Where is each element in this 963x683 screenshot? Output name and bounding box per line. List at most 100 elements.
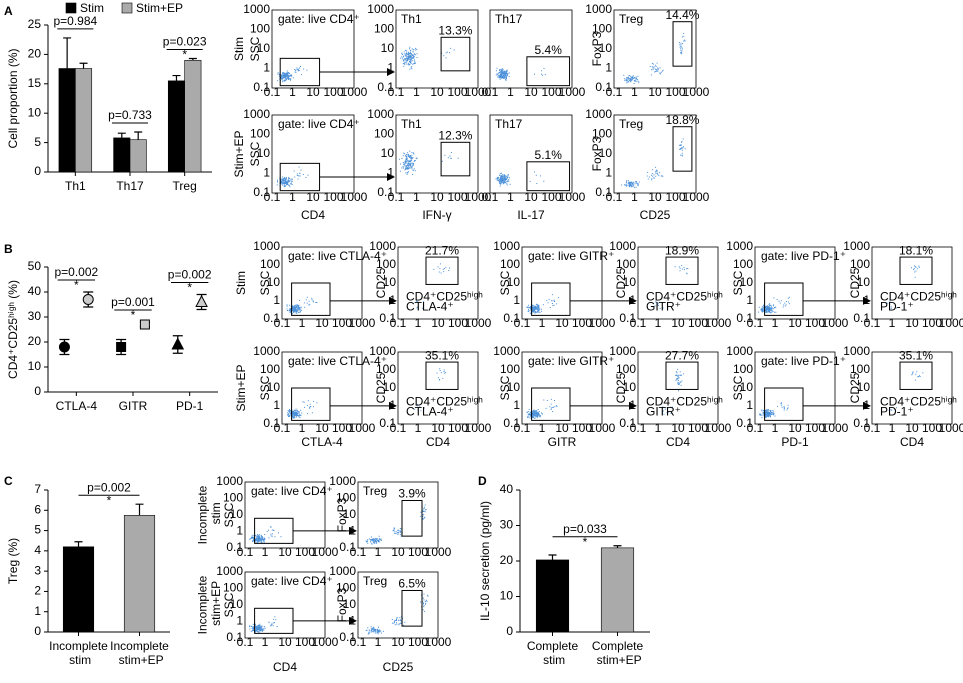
flow-y-tick: 1000: [243, 107, 270, 121]
flow-x-label: CD4: [426, 435, 450, 449]
flow-y-tick: 10: [857, 380, 871, 394]
flow-y-tick: 1000: [369, 344, 396, 358]
flow-x-tick: 0.1: [264, 85, 281, 99]
percentage: 35.1%: [899, 348, 933, 362]
event-dots: [621, 138, 686, 188]
flow-y-tick: 1: [349, 614, 356, 628]
population-label: CD4⁺CD25ʰⁱᵍʰ: [406, 290, 483, 304]
flow-x-tick: 1: [507, 85, 514, 99]
flow-x-tick: 1000: [425, 545, 452, 559]
bar: [129, 139, 147, 173]
population-label: Treg: [619, 12, 643, 26]
flow-y-tick: 0.1: [263, 416, 280, 430]
x-tick-label: Th1: [65, 179, 86, 193]
error-bar: [117, 132, 126, 138]
flow-y-tick: 10: [623, 380, 637, 394]
y-tick-label: 20: [500, 553, 514, 567]
flow-x-tick: 1000: [822, 316, 849, 330]
population-label: Th17: [495, 117, 523, 131]
flow-x-tick: 1000: [465, 85, 492, 99]
gate-box: [291, 282, 331, 316]
gate-label: gate: live PD-1⁺: [761, 354, 846, 368]
rotated-label: CD25: [614, 267, 628, 298]
flow-y-tick: 1: [273, 293, 280, 307]
y-tick-label: 7: [34, 482, 41, 496]
flow-x-tick: 1: [655, 421, 662, 435]
flow-x-tick: 1000: [939, 316, 963, 330]
percentage: 5.4%: [535, 43, 563, 57]
flow-x-tick: 1: [889, 421, 896, 435]
flow-y-tick: 1: [629, 398, 636, 412]
population-label: Th1: [401, 12, 422, 26]
flow-x-tick: 100: [448, 316, 468, 330]
flow-x-tick: 100: [665, 190, 685, 204]
error-bar: [172, 74, 181, 81]
flow-y-tick: 100: [850, 257, 870, 271]
flow-y-tick: 1: [629, 293, 636, 307]
rotated-label: CD25: [614, 372, 628, 403]
event-dots: [526, 294, 559, 314]
flow-x-tick: 1: [631, 190, 638, 204]
flow-x-tick: 100: [541, 85, 561, 99]
flow-y-tick: 1: [387, 166, 394, 180]
flow-y-tick: 1: [746, 293, 753, 307]
flow-y-tick: 0.1: [339, 630, 356, 644]
flow-y-tick: 1: [513, 293, 520, 307]
flow-y-tick: 100: [592, 127, 612, 141]
flow-y-tick: 10: [267, 380, 281, 394]
event-dots: [286, 296, 318, 315]
y-tick-label: 40: [500, 482, 514, 496]
gate-box: [531, 387, 571, 421]
event-dots: [759, 402, 789, 419]
text-line: stim: [66, 653, 91, 667]
percentage: 5.1%: [535, 148, 563, 162]
flow-y-tick: 1: [605, 61, 612, 75]
flow-x-tick: 100: [665, 85, 685, 99]
flow-y-tick: 1000: [843, 239, 870, 253]
flow-x-tick: 10: [431, 316, 445, 330]
flow-x-tick: 0.1: [237, 545, 254, 559]
flow-y-tick: 100: [376, 257, 396, 271]
rotated-label: FoxP3: [335, 497, 349, 532]
flow-y-tick: 0.1: [379, 311, 396, 325]
p-value: p=0.002: [54, 265, 98, 279]
population-label: Treg: [619, 117, 643, 131]
flow-y-tick: 1: [349, 524, 356, 538]
y-tick-label: 2: [34, 584, 41, 598]
y-tick-label: 0: [34, 624, 41, 638]
panel-letter: A: [4, 4, 13, 18]
rotated-label: CD25: [374, 267, 388, 298]
flow-y-tick: 1000: [329, 474, 356, 488]
y-tick-label: 0: [34, 384, 41, 398]
flow-x-tick: 100: [805, 316, 825, 330]
text-line: stim+EP: [209, 581, 223, 629]
rotated-label: CD25: [848, 267, 862, 298]
x-tick-label: GITR: [119, 399, 148, 413]
p-value: p=0.984: [53, 14, 97, 28]
event-dots: [758, 296, 790, 314]
flow-x-tick: 1000: [465, 421, 492, 435]
x-tick-label: Complete stim+EP: [592, 639, 644, 667]
rotated-label: SSC: [258, 270, 272, 295]
point: [116, 342, 127, 352]
gate-box: [899, 361, 933, 390]
rotated-label: Stim: [232, 37, 246, 61]
flow-y-tick: 1000: [843, 344, 870, 358]
flow-x-tick: 10: [278, 635, 292, 649]
flow-x-tick: 0.1: [514, 421, 531, 435]
flow-y-tick: 1000: [585, 2, 612, 16]
flow-x-tick: 0.1: [237, 635, 254, 649]
legend-label: Stim: [80, 1, 104, 15]
flow-x-tick: 1: [415, 421, 422, 435]
text-line: Incomplete: [49, 639, 108, 653]
y-axis-label: Cell proportion (%): [6, 48, 20, 148]
flow-y-tick: 10: [623, 275, 637, 289]
p-value: p=0.001: [111, 295, 155, 309]
rotated-label: Stim: [234, 271, 248, 295]
flow-x-tick: 0.1: [482, 85, 499, 99]
flow-y-tick: 10: [383, 275, 397, 289]
flow-x-tick: 100: [448, 421, 468, 435]
